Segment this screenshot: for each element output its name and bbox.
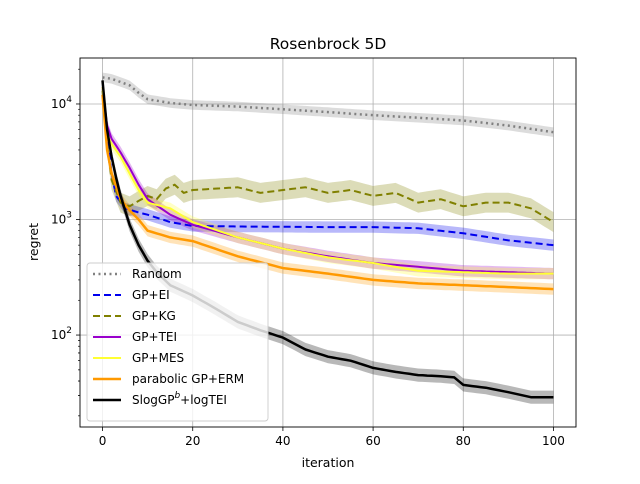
y-tick-label: 104 — [51, 95, 72, 111]
line-parabolic-gp-erm — [101, 94, 554, 291]
line-gp-kg — [101, 90, 555, 223]
legend-label: GP+MES — [132, 351, 184, 365]
line-gp-mes — [101, 87, 554, 275]
legend-label: parabolic GP+ERM — [132, 372, 244, 386]
legend-label: GP+EI — [132, 288, 170, 302]
legend: Random GP+EI GP+KG GP+TEI GP+MES parabolic GP… — [86, 262, 269, 422]
grid-lines — [80, 58, 576, 427]
x-tick-label: 20 — [185, 434, 200, 448]
x-tick-label: 60 — [365, 434, 380, 448]
y-tick-label: 102 — [51, 326, 72, 342]
legend-frame — [86, 262, 269, 422]
legend-label: SlogGPb+logTEI — [132, 391, 227, 407]
band-parabolic-gp-erm — [102, 89, 554, 295]
chart-title: Rosenbrock 5D — [270, 35, 387, 53]
y-tick-label: 103 — [51, 211, 72, 227]
line-random — [102, 76, 554, 134]
x-tick-label: 40 — [275, 434, 290, 448]
legend-label: Random — [132, 267, 182, 281]
line-gp-tei — [101, 86, 554, 275]
legend-label: GP+KG — [132, 309, 176, 323]
axis-ticks: 0 20 40 60 80 100 102 103 104 — [51, 68, 565, 448]
x-tick-label: 100 — [542, 434, 565, 448]
legend-label: GP+TEI — [132, 330, 177, 344]
band-random — [102, 72, 554, 137]
plot-frame — [79, 57, 577, 428]
x-tick-label: 0 — [99, 434, 107, 448]
band-gp-kg — [102, 80, 554, 233]
x-tick-label: 80 — [456, 434, 471, 448]
x-axis-label: iteration — [302, 455, 355, 470]
y-axis-label: regret — [26, 223, 41, 261]
line-gp-ei — [101, 87, 554, 247]
